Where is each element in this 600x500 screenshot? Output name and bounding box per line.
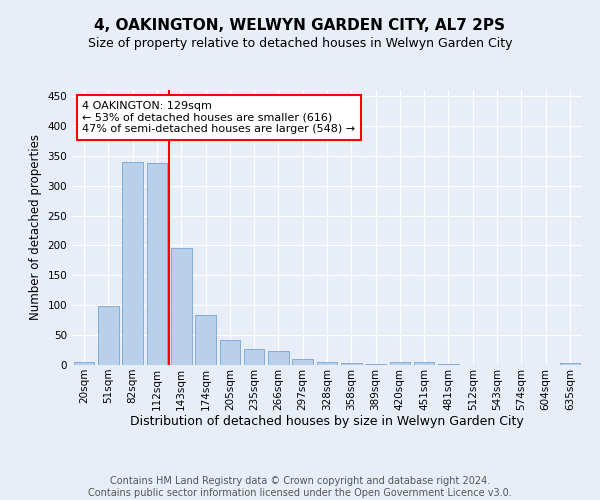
Bar	[389, 362, 410, 365]
Bar	[438, 364, 459, 365]
X-axis label: Distribution of detached houses by size in Welwyn Garden City: Distribution of detached houses by size …	[130, 416, 524, 428]
Bar	[244, 349, 265, 365]
Bar	[560, 363, 580, 365]
Bar	[122, 162, 143, 365]
Bar	[317, 362, 337, 365]
Bar	[414, 362, 434, 365]
Text: 4, OAKINGTON, WELWYN GARDEN CITY, AL7 2PS: 4, OAKINGTON, WELWYN GARDEN CITY, AL7 2P…	[95, 18, 505, 32]
Bar	[292, 359, 313, 365]
Bar	[365, 364, 386, 365]
Bar	[341, 363, 362, 365]
Y-axis label: Number of detached properties: Number of detached properties	[29, 134, 42, 320]
Text: Contains HM Land Registry data © Crown copyright and database right 2024.
Contai: Contains HM Land Registry data © Crown c…	[88, 476, 512, 498]
Bar	[98, 306, 119, 365]
Bar	[268, 350, 289, 365]
Bar	[146, 163, 167, 365]
Bar	[171, 248, 191, 365]
Text: 4 OAKINGTON: 129sqm
← 53% of detached houses are smaller (616)
47% of semi-detac: 4 OAKINGTON: 129sqm ← 53% of detached ho…	[82, 101, 355, 134]
Bar	[220, 340, 240, 365]
Bar	[74, 362, 94, 365]
Bar	[195, 315, 216, 365]
Text: Size of property relative to detached houses in Welwyn Garden City: Size of property relative to detached ho…	[88, 38, 512, 51]
